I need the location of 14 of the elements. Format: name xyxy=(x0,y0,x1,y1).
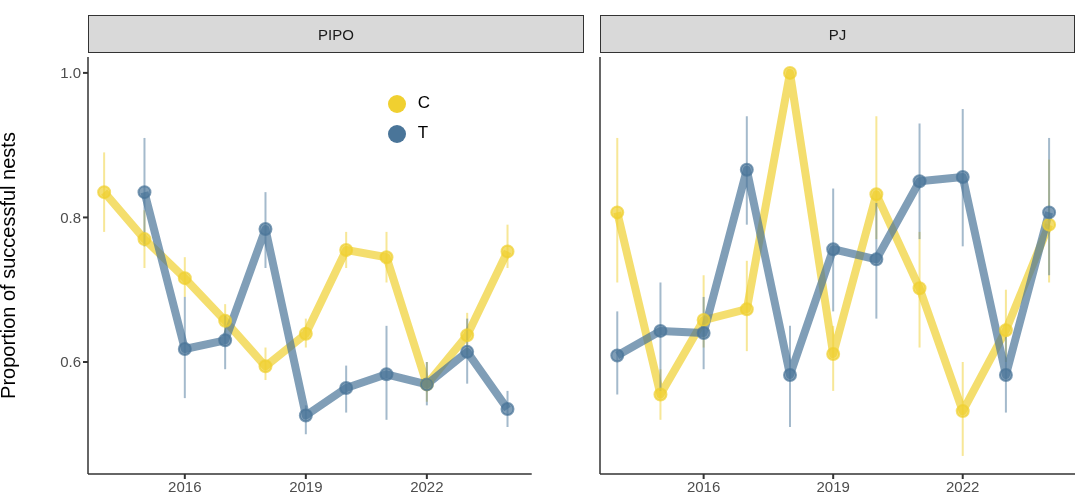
x-tick-label: 2016 xyxy=(686,477,721,495)
x-tick-label: 2022 xyxy=(410,477,444,495)
y-tick-label: 0.8 xyxy=(60,208,81,226)
y-axis-title: Proportion of successful nests xyxy=(0,132,20,399)
chart-title: PJ xyxy=(600,15,1075,53)
x-tick-label: 2022 xyxy=(946,477,980,495)
legend-label: T xyxy=(417,123,429,142)
legend-label: C xyxy=(417,93,430,112)
x-tick-label: 2016 xyxy=(168,477,202,495)
y-tick-label: 1.0 xyxy=(60,64,81,82)
x-tick-label: 2019 xyxy=(816,477,850,495)
y-tick-label: 0.6 xyxy=(60,353,81,371)
chart-title: PIPO xyxy=(88,15,584,53)
x-tick-label: 2019 xyxy=(289,477,323,495)
